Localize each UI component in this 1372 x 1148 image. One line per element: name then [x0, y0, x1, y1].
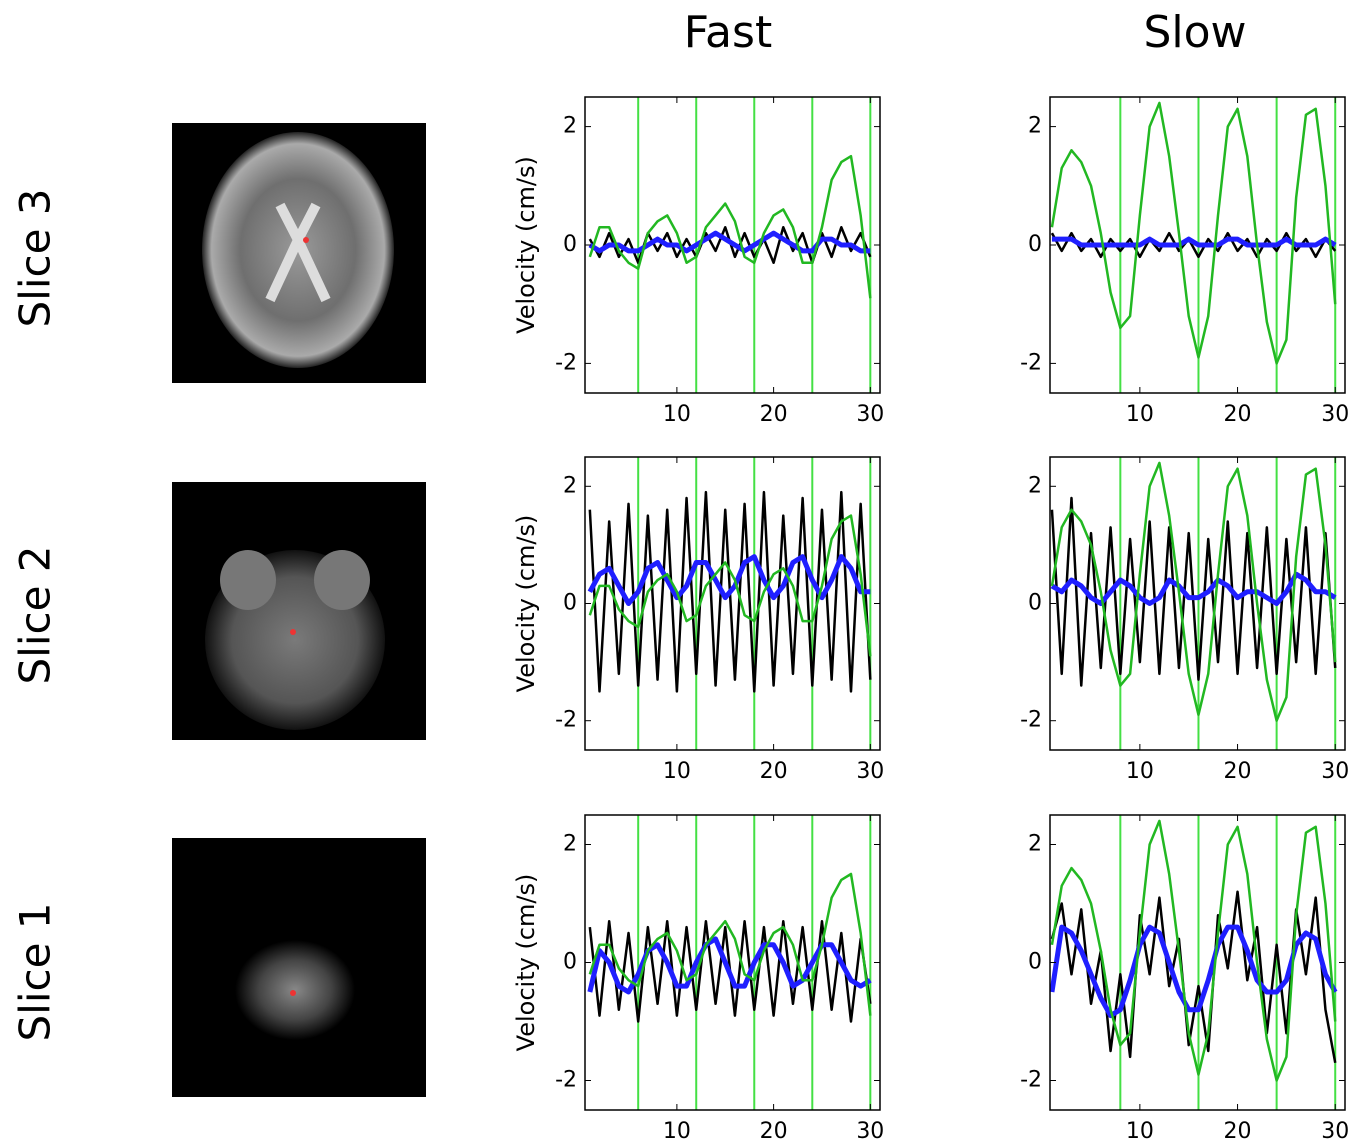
x-tick-label: 20 [760, 402, 788, 427]
plot: 10 20 30 -2 0 2 [1020, 457, 1349, 784]
x-tick-label: 30 [856, 1119, 884, 1144]
y-axis-label: Velocity (cm/s) [512, 874, 540, 1052]
y-tick-label: 0 [563, 232, 577, 257]
x-tick-label: 10 [1126, 1119, 1154, 1144]
x-tick-label: 30 [1321, 759, 1349, 784]
x-tick-label: 30 [856, 759, 884, 784]
axes-box [585, 815, 880, 1110]
y-tick-label: -2 [555, 708, 577, 733]
y-tick-label: 0 [1028, 591, 1042, 616]
y-tick-label: 0 [1028, 232, 1042, 257]
x-tick-label: 20 [760, 759, 788, 784]
temporal-lobe [314, 550, 370, 610]
roi [290, 629, 296, 635]
series-line [590, 227, 870, 263]
y-tick-label: 2 [563, 473, 577, 498]
x-tick-label: 20 [1224, 759, 1252, 784]
y-tick-label: 0 [563, 950, 577, 975]
plot: 10 20 30 -2 0 2 Velocity (cm/s) [512, 815, 884, 1144]
series-line [1052, 821, 1335, 1081]
y-tick-label: -2 [1020, 708, 1042, 733]
y-axis-label: Velocity (cm/s) [512, 515, 540, 693]
x-tick-label: 10 [1126, 402, 1154, 427]
x-tick-label: 10 [663, 759, 691, 784]
x-tick-label: 20 [760, 1119, 788, 1144]
y-tick-label: -2 [1020, 1068, 1042, 1093]
x-tick-label: 10 [663, 402, 691, 427]
brain [235, 940, 355, 1040]
y-tick-label: 2 [563, 114, 577, 139]
plot: 10 20 30 -2 0 2 [1020, 97, 1349, 427]
x-tick-label: 10 [663, 1119, 691, 1144]
y-axis-label: Velocity (cm/s) [512, 156, 540, 334]
roi [290, 990, 296, 996]
y-tick-label: 2 [1028, 832, 1042, 857]
plot: 10 20 30 -2 0 2 [1020, 815, 1349, 1144]
row-label: Slice 2 [11, 545, 60, 684]
x-tick-label: 30 [856, 402, 884, 427]
brain-images [172, 123, 426, 1097]
x-tick-label: 10 [1126, 759, 1154, 784]
y-tick-label: -2 [555, 350, 577, 375]
y-tick-label: 2 [1028, 114, 1042, 139]
y-tick-label: 2 [1028, 473, 1042, 498]
plot: 10 20 30 -2 0 2 Velocity (cm/s) [512, 457, 884, 784]
y-tick-label: 0 [563, 591, 577, 616]
figure: FastSlowSlice 3Slice 2Slice 1102030-202V… [0, 0, 1372, 1148]
temporal-lobe [220, 550, 276, 610]
y-tick-label: 2 [563, 832, 577, 857]
y-tick-label: 0 [1028, 950, 1042, 975]
plot: 10 20 30 -2 0 2 Velocity (cm/s) [512, 97, 884, 427]
x-tick-label: 30 [1321, 1119, 1349, 1144]
series-line [590, 156, 870, 298]
x-tick-label: 20 [1224, 402, 1252, 427]
column-title: Slow [1143, 7, 1246, 58]
roi [303, 237, 309, 243]
series-line [1052, 103, 1335, 363]
y-tick-label: -2 [1020, 350, 1042, 375]
row-label: Slice 1 [11, 902, 60, 1041]
column-title: Fast [684, 7, 772, 58]
x-tick-label: 30 [1321, 402, 1349, 427]
x-tick-label: 20 [1224, 1119, 1252, 1144]
y-tick-label: -2 [555, 1068, 577, 1093]
row-label: Slice 3 [11, 188, 60, 327]
